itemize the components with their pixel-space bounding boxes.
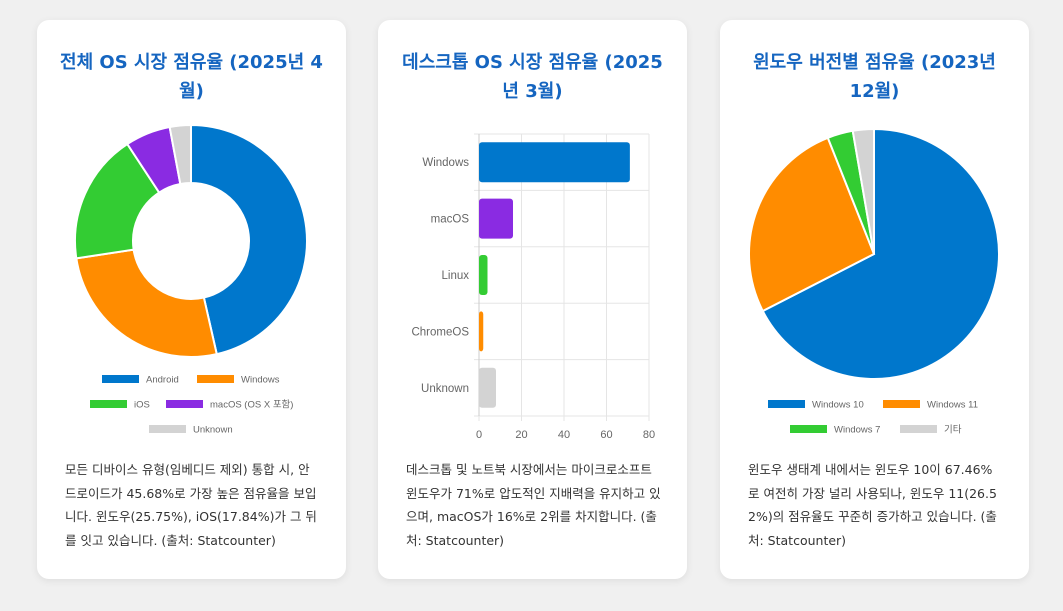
bar-chromeos[interactable] — [479, 311, 484, 352]
legend-swatch — [883, 400, 920, 408]
x-tick-label: 0 — [476, 429, 482, 441]
x-tick-label: 60 — [600, 429, 612, 441]
slice-windows-10[interactable] — [761, 127, 1000, 380]
slice-other[interactable] — [851, 127, 875, 255]
card-title: 데스크톱 OS 시장 점유율 (2025년 3월) — [402, 52, 663, 102]
legend-label[interactable]: Windows 10 — [812, 400, 864, 411]
legend-label[interactable]: Windows — [241, 375, 280, 386]
legend-label[interactable]: Windows 7 — [834, 425, 880, 436]
card-title: 전체 OS 시장 점유율 (2025년 4월) — [60, 52, 323, 102]
slice-windows-11[interactable] — [748, 136, 876, 313]
y-tick-label: Linux — [442, 270, 470, 282]
legend-swatch — [90, 400, 127, 408]
card-description: 윈도우 생태계 내에서는 윈도우 10이 67.46%로 여전히 가장 널리 사… — [748, 462, 997, 548]
bar-macos[interactable] — [479, 198, 513, 239]
legend-label[interactable]: Windows 11 — [927, 400, 978, 411]
pie-chart: Windows 10 Windows 11 Windows 7 기타 — [748, 127, 1000, 436]
x-tick-label: 80 — [643, 429, 655, 441]
y-tick-label: Unknown — [421, 383, 469, 395]
windows-version-card: 윈도우 버전별 점유율 (2023년 12월) Windows 10 Window… — [720, 20, 1029, 579]
legend-swatch — [768, 400, 805, 408]
legend-swatch — [166, 400, 203, 408]
bar-linux[interactable] — [479, 255, 488, 295]
legend-swatch — [102, 375, 139, 383]
legend-label[interactable]: Unknown — [193, 425, 233, 436]
bar-windows[interactable] — [479, 142, 630, 183]
x-tick-label: 40 — [558, 429, 570, 441]
legend-label[interactable]: macOS (OS X 포함) — [210, 400, 293, 411]
legend-label[interactable]: iOS — [134, 400, 150, 411]
slice-unknown[interactable] — [168, 123, 192, 186]
y-tick-label: ChromeOS — [411, 326, 469, 338]
doughnut-chart: Android Windows iOS macOS (OS X 포함) Unknown — [74, 123, 308, 436]
slice-android[interactable] — [190, 123, 308, 356]
card-title: 윈도우 버전별 점유율 (2023년 12월) — [753, 52, 996, 102]
slice-windows[interactable] — [75, 248, 218, 358]
desktop-os-card: 데스크톱 OS 시장 점유율 (2025년 3월) 0 20 40 60 80 Windo… — [378, 20, 687, 579]
legend-swatch — [197, 375, 234, 383]
y-tick-label: macOS — [431, 214, 470, 226]
legend-swatch — [149, 425, 186, 433]
y-tick-label: Windows — [422, 157, 469, 169]
legend-label[interactable]: 기타 — [944, 425, 962, 436]
legend-label[interactable]: Android — [146, 375, 179, 386]
legend-swatch — [900, 425, 937, 433]
card-description: 모든 디바이스 유형(임베디드 제외) 통합 시, 안드로이드가 45.68%로… — [65, 462, 317, 548]
bar-chart: 0 20 40 60 80 Windows macOS Linux ChromeOS Unknow… — [411, 133, 655, 441]
legend-swatch — [790, 425, 827, 433]
card-description: 데스크톱 및 노트북 시장에서는 마이크로소프트 윈도우가 71%로 압도적인 … — [406, 462, 661, 548]
bar-unknown[interactable] — [479, 367, 496, 408]
x-tick-label: 20 — [515, 429, 527, 441]
os-share-card: 전체 OS 시장 점유율 (2025년 4월) Android Windows iO… — [37, 20, 346, 579]
